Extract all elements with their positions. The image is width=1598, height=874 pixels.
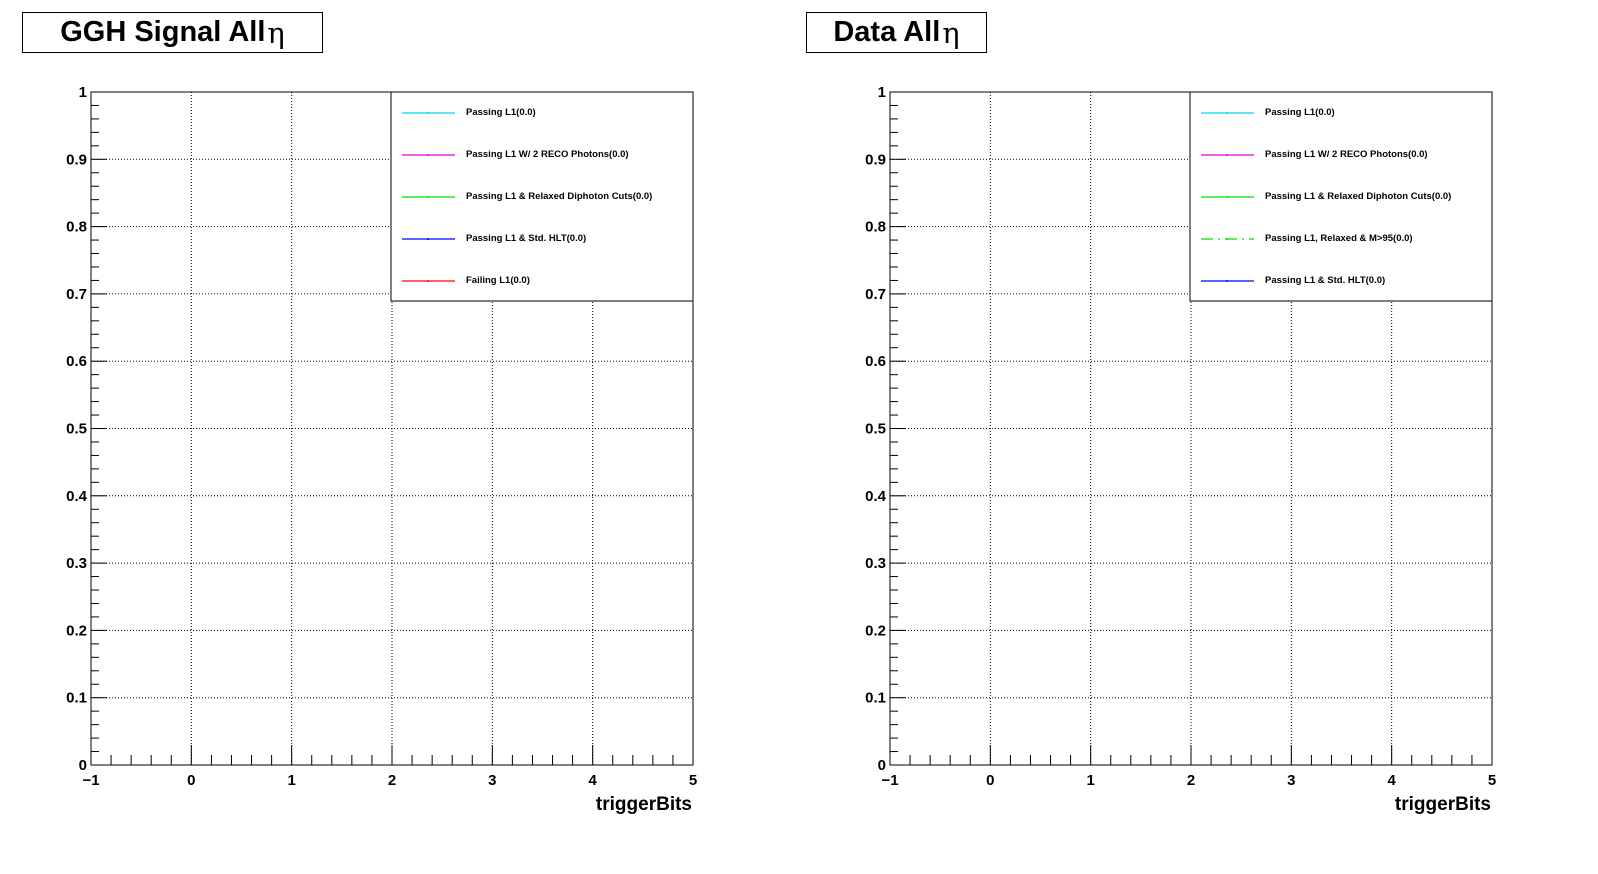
plot-title-symbol: η: [267, 15, 285, 50]
x-tick-label: 5: [689, 772, 697, 789]
legend-entry-label: Passing L1 W/ 2 RECO Photons(0.0): [1265, 149, 1428, 160]
x-axis-title: triggerBits: [596, 794, 692, 815]
left-plot-panel: GGH Signal All η 0 0.1 0.2 0.3 0.4 0.5 0.6 0.7 0…: [22, 12, 697, 815]
x-tick-label: 5: [1488, 772, 1496, 789]
plot-area: 00.10.20.30.40.50.60.70.80.91−1 0 1 2 3 4 5tri…: [865, 84, 1496, 815]
plot-title: GGH Signal All: [60, 16, 266, 48]
legend-marker: [1226, 280, 1228, 282]
x-tick-label: 0: [986, 772, 994, 789]
plot-area: 00.10.20.30.40.50.60.70.80.91−1 0 1 2 3 4 5tri…: [66, 84, 697, 815]
y-tick-label: 0.8: [66, 219, 87, 236]
right-plot-panel: Data All η 0 0.1 0.2 0.3 0.4 0.5 0.6 0.7 0.8 0.9 1…: [799, 0, 1598, 874]
y-tick-label: 0.6: [66, 353, 87, 370]
y-tick-label: 0.8: [865, 219, 886, 236]
y-tick-label: 0: [878, 757, 886, 774]
legend-entry-label: Failing L1(0.0): [466, 275, 530, 286]
x-axis-title: triggerBits: [1395, 794, 1491, 815]
plot-title: Data All: [833, 16, 941, 48]
y-tick-label: 1: [878, 84, 886, 101]
legend-entry-label: Passing L1 & Std. HLT(0.0): [466, 233, 586, 244]
legend-entry-label: Passing L1 & Std. HLT(0.0): [1265, 275, 1385, 286]
x-tick-label: 1: [1086, 772, 1094, 789]
legend-entry-label: Passing L1 & Relaxed Diphoton Cuts(0.0): [1265, 191, 1451, 202]
legend-marker: [1226, 196, 1228, 198]
plot-title-symbol: η: [942, 15, 960, 50]
y-tick-label: 0.1: [66, 690, 87, 707]
x-tick-label: 3: [1287, 772, 1295, 789]
legend-marker: [427, 280, 429, 282]
y-tick-label: 0.2: [865, 622, 886, 639]
y-tick-label: 0: [79, 757, 87, 774]
plot-title-box: GGH Signal All η: [22, 12, 323, 53]
legend-marker: [427, 238, 429, 240]
x-tick-label: 1: [287, 772, 295, 789]
y-tick-label: 0.4: [865, 488, 887, 505]
legend-marker: [1226, 112, 1228, 114]
plot-title-box: Data All η: [806, 12, 987, 53]
y-tick-label: 0.9: [865, 151, 886, 168]
y-tick-label: 1: [79, 84, 87, 101]
x-tick-label: 0: [187, 772, 195, 789]
legend-entry-label: Passing L1, Relaxed & M>95(0.0): [1265, 233, 1413, 244]
legend-marker: [427, 154, 429, 156]
x-tick-label: 2: [1187, 772, 1195, 789]
y-tick-label: 0.3: [865, 555, 886, 572]
y-tick-label: 0.1: [865, 690, 886, 707]
y-tick-label: 0.5: [865, 421, 886, 438]
x-tick-label: −1: [82, 772, 99, 789]
legend-entry-label: Passing L1 & Relaxed Diphoton Cuts(0.0): [466, 191, 652, 202]
legend-marker: [1226, 154, 1228, 156]
x-tick-label: 2: [388, 772, 396, 789]
x-tick-label: −1: [881, 772, 898, 789]
x-tick-label: 4: [1387, 772, 1396, 789]
legend-marker: [427, 112, 429, 114]
legend-marker: [427, 196, 429, 198]
y-tick-label: 0.2: [66, 622, 87, 639]
legend-entry-label: Passing L1(0.0): [1265, 107, 1335, 118]
x-tick-label: 4: [588, 772, 597, 789]
y-tick-label: 0.5: [66, 421, 87, 438]
legend-entry-label: Passing L1(0.0): [466, 107, 536, 118]
legend-entry-label: Passing L1 W/ 2 RECO Photons(0.0): [466, 149, 629, 160]
x-tick-label: 3: [488, 772, 496, 789]
y-tick-label: 0.3: [66, 555, 87, 572]
y-tick-label: 0.9: [66, 151, 87, 168]
y-tick-label: 0.7: [66, 286, 87, 303]
y-tick-label: 0.6: [865, 353, 886, 370]
y-tick-label: 0.4: [66, 488, 88, 505]
legend-marker: [1226, 238, 1228, 240]
y-tick-label: 0.7: [865, 286, 886, 303]
